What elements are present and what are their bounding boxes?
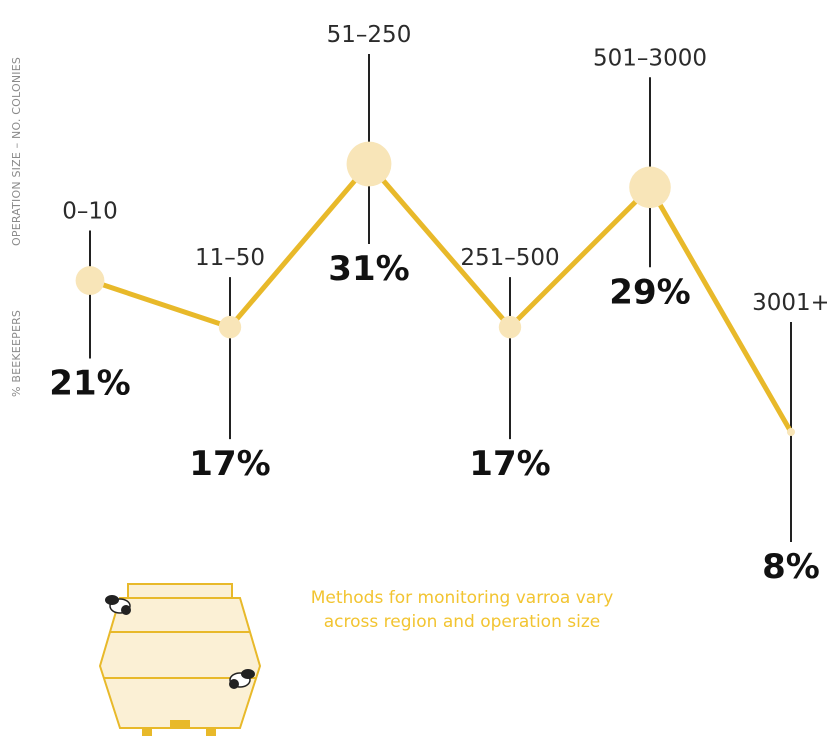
beehive-illustration (98, 583, 262, 736)
category-label: 501–3000 (593, 45, 707, 71)
data-point (787, 428, 795, 436)
bee-icon (229, 669, 255, 689)
value-label: 31% (328, 249, 409, 289)
data-point (346, 141, 392, 187)
value-label: 17% (469, 444, 550, 484)
caption-line-1: Methods for monitoring varroa vary (310, 588, 614, 608)
series-line (89, 161, 794, 434)
bee-icon (105, 595, 131, 615)
category-label: 51–250 (327, 22, 412, 48)
data-point (218, 315, 242, 339)
hive-icon (98, 583, 262, 736)
value-label: 17% (189, 444, 270, 484)
value-label: 29% (609, 272, 690, 312)
data-point (75, 266, 105, 295)
category-label: 251–500 (460, 245, 559, 271)
category-label: 0–10 (62, 199, 117, 225)
data-point (629, 166, 671, 209)
category-label: 3001+ (752, 290, 827, 316)
value-label: 21% (49, 364, 130, 404)
data-point (498, 315, 522, 339)
caption-line-2: across region and operation size (323, 612, 601, 632)
value-label: 8% (762, 547, 820, 587)
category-label: 11–50 (195, 245, 265, 271)
caption: Methods for monitoring varroa vary acros… (262, 586, 662, 634)
